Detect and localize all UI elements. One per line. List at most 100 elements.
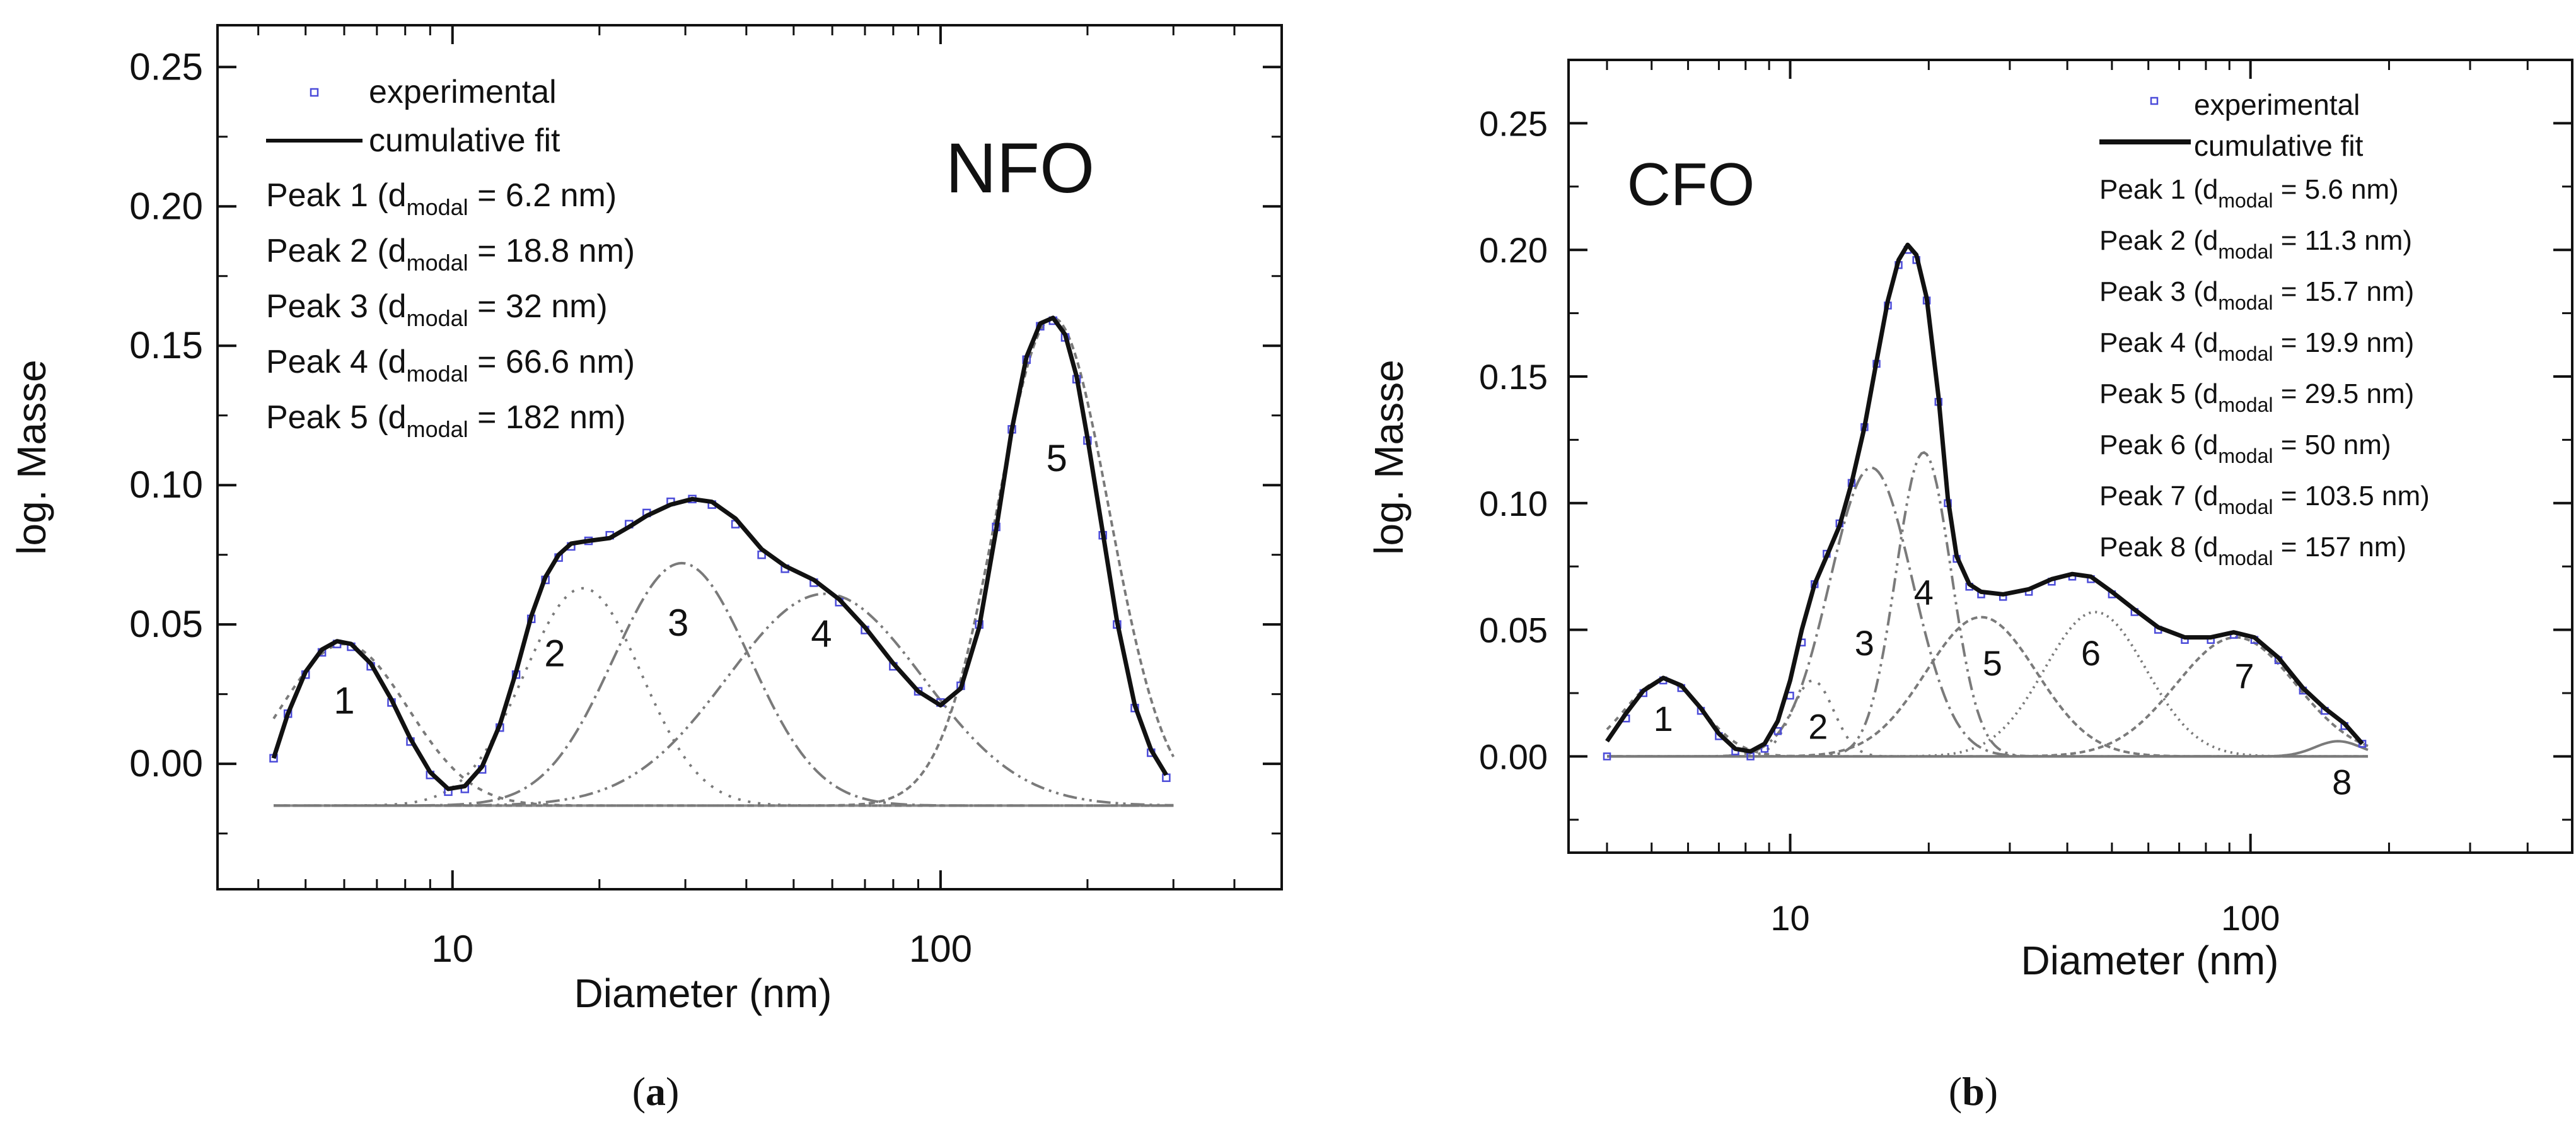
panel-a-peak-5-label: 5 <box>1046 437 1067 479</box>
panel-a-legend-experimental: experimental <box>369 74 557 110</box>
panel-b-peak-legend-entry-6: Peak 6 (dmodal = 50 nm) <box>2099 429 2391 467</box>
panel-b-y-tick-label: 0.10 <box>1479 484 1548 523</box>
panel-b-peak-legend-value: = 19.9 nm) <box>2273 327 2415 358</box>
panel-a-peak-labels: 1 2 3 4 5 <box>334 437 1067 721</box>
panel-b-peak-labels: 1 2 34 5 6 7 8 <box>1654 572 2352 802</box>
panel-b-peak-legend-entry-4: Peak 4 (dmodal = 19.9 nm) <box>2099 327 2414 365</box>
panel-a-peak-legend-value: = 66.6 nm) <box>468 344 635 380</box>
panel-b-peak-1-label: 1 <box>1654 699 1673 739</box>
panel-a-peak-legend-prefix: Peak 1 (d <box>266 177 407 214</box>
panel-b-peak-legend-entry-5: Peak 5 (dmodal = 29.5 nm) <box>2099 378 2414 416</box>
panel-b-cumulative-fit <box>1605 242 2364 754</box>
panel-b-chart: 0.00 0.05 0.10 0.15 0.20 0.25 10 100 1 2 34 5 6 7 8 D… <box>1366 59 2573 983</box>
panel-b-y-tick-label: 0.15 <box>1479 357 1548 397</box>
panel-a-peak-legend-value: = 32 nm) <box>468 288 608 325</box>
panel-a-peak-legend-entry-2: Peak 2 (dmodal = 18.8 nm) <box>266 233 635 276</box>
panel-b-cumulative-fit-line <box>1605 242 2364 754</box>
panel-b-peak-legend-subscript: modal <box>2218 240 2273 263</box>
panel-a-chart: 0.00 0.05 0.10 0.15 0.20 0.25 10 100 1 2 3 4 5 Diam… <box>9 24 1283 1016</box>
panel-a-peak-4-curve <box>274 592 1174 807</box>
panel-b-peak-legend-entry-8: Peak 8 (dmodal = 157 nm) <box>2099 532 2406 569</box>
panel-a-peak-legend: Peak 1 (dmodal = 6.2 nm)Peak 2 (dmodal =… <box>266 177 635 442</box>
panel-b-peak-legend-entry-3: Peak 3 (dmodal = 15.7 nm) <box>2099 276 2414 314</box>
panel-b-peak-legend-prefix: Peak 5 (d <box>2099 378 2218 409</box>
panel-b-legend: experimental cumulative fit <box>2099 88 2364 162</box>
panel-b-experimental-point <box>1603 752 1611 761</box>
panel-b-peak-legend-subscript: modal <box>2218 189 2273 212</box>
panel-a-peak-legend-prefix: Peak 5 (d <box>266 399 407 436</box>
panel-b-peak-legend-entry-2: Peak 2 (dmodal = 11.3 nm) <box>2099 225 2412 263</box>
panel-a-peak-1-curve <box>272 643 1174 807</box>
panel-b-peak-6-label: 6 <box>2081 633 2101 673</box>
panel-b-peak-legend-value: = 29.5 nm) <box>2273 378 2415 409</box>
panel-b-peak-4-label: 4 <box>1914 572 1934 612</box>
panel-b-legend-experimental: experimental <box>2194 88 2360 121</box>
panel-a-y-tick-label: 0.10 <box>129 464 203 506</box>
panel-a-y-axis-label: log. Masse <box>9 359 54 554</box>
panel-b-peak-legend-prefix: Peak 3 (d <box>2099 276 2218 307</box>
panel-b-ticks: 0.00 0.05 0.10 0.15 0.20 0.25 10 100 <box>1479 59 2572 938</box>
panel-b-caption-letter: b <box>1962 1069 1985 1114</box>
panel-b-experimental-point <box>1773 727 1782 735</box>
panel-b-peak-legend-value: = 15.7 nm) <box>2273 276 2415 307</box>
panel-b-legend-experimental-marker <box>2150 96 2159 105</box>
panel-a-x-tick-label: 10 <box>431 928 473 970</box>
panel-a-legend: experimental cumulative fit <box>266 74 560 159</box>
panel-b-peak-legend-value: = 5.6 nm) <box>2273 174 2399 205</box>
panel-b-peak-legend-prefix: Peak 1 (d <box>2099 174 2218 205</box>
panel-b-y-tick-label: 0.05 <box>1479 610 1548 650</box>
panel-a-peak-legend-prefix: Peak 2 (d <box>266 233 407 269</box>
panel-a-x-axis-label: Diameter (nm) <box>574 971 832 1016</box>
panel-b-peak-legend-prefix: Peak 6 (d <box>2099 429 2218 460</box>
panel-a-cumulative-fit <box>271 315 1168 791</box>
panel-b-x-tick-label: 100 <box>2221 898 2280 938</box>
panel-a-peak-legend-subscript: modal <box>407 361 468 387</box>
panel-b-peak-legend-subscript: modal <box>2218 291 2273 314</box>
panel-b-peak-7-label: 7 <box>2234 656 2254 696</box>
panel-a-legend-fit: cumulative fit <box>369 122 560 159</box>
panel-b-peak-legend-value: = 50 nm) <box>2273 429 2391 460</box>
panel-a-peak-legend-value: = 182 nm) <box>468 399 626 436</box>
panel-b-peak-8-label: 8 <box>2332 762 2352 802</box>
panel-b-sample-label: CFO <box>1627 151 1755 218</box>
panel-b-peak-legend-prefix: Peak 7 (d <box>2099 481 2218 511</box>
panel-b-y-tick-label: 0.25 <box>1479 103 1548 143</box>
panel-a-peak-legend-prefix: Peak 3 (d <box>266 288 407 325</box>
panel-a-ticks: 0.00 0.05 0.10 0.15 0.20 0.25 10 100 <box>129 25 1282 970</box>
panel-a-peak-legend-subscript: modal <box>407 250 468 276</box>
panel-a-peak-legend-entry-1: Peak 1 (dmodal = 6.2 nm) <box>266 177 617 220</box>
panel-b-legend-fit: cumulative fit <box>2194 129 2364 162</box>
panel-b-y-tick-label: 0.00 <box>1479 737 1548 776</box>
panel-b-peak-3-label: 3 <box>1855 623 1874 663</box>
panel-b-peak-legend: Peak 1 (dmodal = 5.6 nm)Peak 2 (dmodal =… <box>2099 174 2430 569</box>
panel-b-y-tick-label: 0.20 <box>1479 230 1548 270</box>
panel-b-peak-legend-subscript: modal <box>2218 496 2273 518</box>
panel-b-peak-legend-value: = 157 nm) <box>2273 532 2407 563</box>
panel-a-y-tick-label: 0.00 <box>129 742 203 785</box>
panel-b-frame <box>1567 59 2573 854</box>
panel-a-peak-legend-subscript: modal <box>407 194 468 220</box>
panel-b-peak-4-curve <box>1607 451 2368 758</box>
panel-a-cumulative-fit-line <box>271 315 1168 791</box>
panel-b-peak-legend-subscript: modal <box>2218 445 2273 467</box>
panel-a-peak-legend-entry-4: Peak 4 (dmodal = 66.6 nm) <box>266 344 635 387</box>
panel-a-peak-2-label: 2 <box>544 632 565 674</box>
panel-a-frame <box>216 24 1283 891</box>
panel-a-x-tick-label: 100 <box>909 928 972 970</box>
panel-a-peak-legend-prefix: Peak 4 (d <box>266 344 407 380</box>
panel-b-x-axis-label: Diameter (nm) <box>2021 938 2279 983</box>
panel-b-peak-legend-value: = 11.3 nm) <box>2273 225 2413 256</box>
panel-a-peak-4-label: 4 <box>811 613 832 655</box>
panel-b-peak-legend-prefix: Peak 4 (d <box>2099 327 2218 358</box>
panel-a-peak-legend-subscript: modal <box>407 416 468 442</box>
panel-a-caption: (a) <box>632 1069 680 1114</box>
panel-a-caption-letter: a <box>646 1069 666 1114</box>
panel-a-peak-legend-subscript: modal <box>407 305 468 331</box>
panel-b-x-tick-label: 10 <box>1770 898 1809 938</box>
panel-b-peak-2-label: 2 <box>1808 706 1828 746</box>
panel-b-y-axis-label: log. Masse <box>1366 359 1412 554</box>
panel-b-caption: (b) <box>1949 1069 1998 1114</box>
panel-a-peak-legend-entry-3: Peak 3 (dmodal = 32 nm) <box>266 288 608 331</box>
